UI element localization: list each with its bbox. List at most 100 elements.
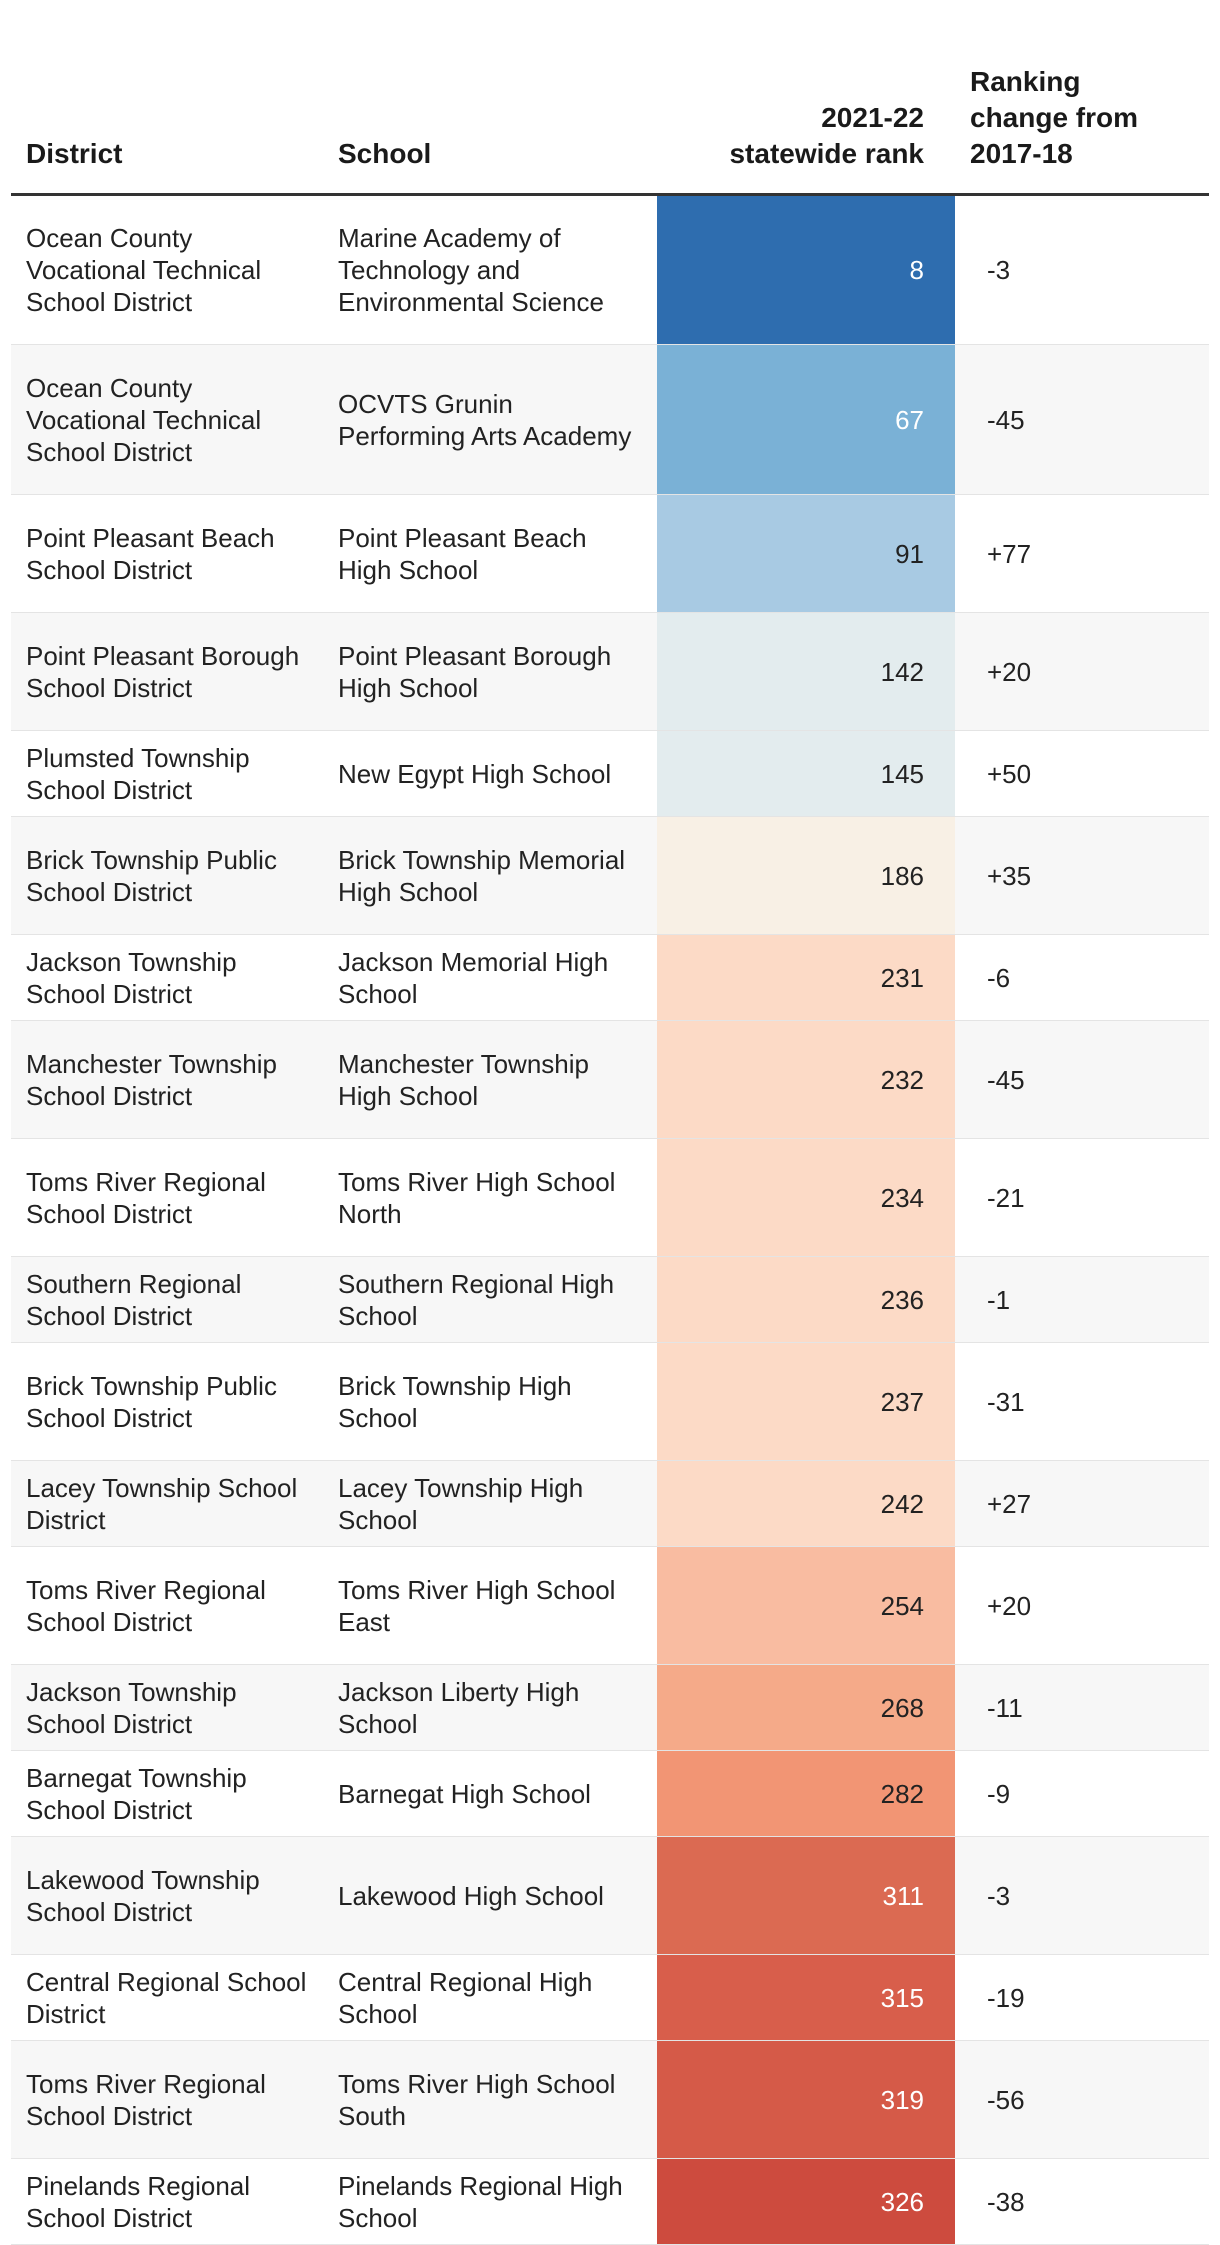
ranking-change-cell: -1 — [955, 1256, 1209, 1343]
school-cell: Toms River High School North — [323, 1138, 657, 1257]
rank-cell: 186 — [657, 816, 955, 935]
table-row: Manchester Township School District Manch… — [11, 1020, 1209, 1139]
district-cell: Jackson Township School District — [11, 934, 323, 1021]
district-cell: Toms River Regional School District — [11, 1138, 323, 1257]
rank-cell: 231 — [657, 934, 955, 1021]
district-cell: Brick Township Public School District — [11, 1342, 323, 1461]
table-row: Pinelands Regional School District Pinela… — [11, 2158, 1209, 2245]
table-row: Brick Township Public School District Bri… — [11, 1342, 1209, 1461]
rank-column-header: 2021-22 statewide rank — [657, 0, 955, 196]
ranking-change-cell: +20 — [955, 1546, 1209, 1665]
school-cell: Barnegat High School — [323, 1750, 657, 1837]
school-cell: Jackson Liberty High School — [323, 1664, 657, 1751]
rank-header-line-2: statewide rank — [729, 138, 924, 169]
rank-cell: 242 — [657, 1460, 955, 1547]
rank-cell: 282 — [657, 1750, 955, 1837]
change-header-line-2: change from — [970, 102, 1139, 133]
rank-cell: 268 — [657, 1664, 955, 1751]
ranking-change-cell: -6 — [955, 934, 1209, 1021]
header-row: District School 2021-22 statewide rank R… — [11, 0, 1209, 196]
school-cell: Brick Township Memorial High School — [323, 816, 657, 935]
ranking-change-cell: -21 — [955, 1138, 1209, 1257]
table-row: Brick Township Public School District Bri… — [11, 816, 1209, 935]
school-cell: Pinelands Regional High School — [323, 2158, 657, 2245]
change-header-line-3: 2017-18 — [970, 138, 1073, 169]
rank-cell: 254 — [657, 1546, 955, 1665]
table-row: Barnegat Township School District Barnega… — [11, 1750, 1209, 1837]
school-column-header: School — [323, 0, 657, 196]
school-cell: Southern Regional High School — [323, 1256, 657, 1343]
district-cell: Toms River Regional School District — [11, 1546, 323, 1665]
ranking-change-cell: -56 — [955, 2040, 1209, 2159]
ranking-change-cell: -11 — [955, 1664, 1209, 1751]
rank-cell: 91 — [657, 494, 955, 613]
school-cell: Manchester Township High School — [323, 1020, 657, 1139]
table-row: Ocean County Vocational Technical School… — [11, 344, 1209, 495]
district-cell: Manchester Township School District — [11, 1020, 323, 1139]
table-row: Central Regional School District Central … — [11, 1954, 1209, 2041]
ranking-change-cell: +50 — [955, 730, 1209, 817]
district-cell: Plumsted Township School District — [11, 730, 323, 817]
district-cell: Barnegat Township School District — [11, 1750, 323, 1837]
rank-cell: 232 — [657, 1020, 955, 1139]
school-cell: Marine Academy of Technology and Environ… — [323, 194, 657, 345]
school-cell: Lacey Township High School — [323, 1460, 657, 1547]
rank-cell: 234 — [657, 1138, 955, 1257]
table-row: Lacey Township School District Lacey Town… — [11, 1460, 1209, 1547]
rankings-table: District School 2021-22 statewide rank R… — [11, 0, 1209, 2245]
district-cell: Southern Regional School District — [11, 1256, 323, 1343]
rank-cell: 237 — [657, 1342, 955, 1461]
school-cell: Lakewood High School — [323, 1836, 657, 1955]
district-cell: Ocean County Vocational Technical School… — [11, 194, 323, 345]
school-cell: Point Pleasant Beach High School — [323, 494, 657, 613]
table-row: Toms River Regional School District Toms … — [11, 2040, 1209, 2159]
rank-cell: 236 — [657, 1256, 955, 1343]
school-cell: Central Regional High School — [323, 1954, 657, 2041]
ranking-change-cell: -9 — [955, 1750, 1209, 1837]
district-header-label: District — [26, 138, 123, 169]
ranking-change-cell: -45 — [955, 344, 1209, 495]
district-cell: Lacey Township School District — [11, 1460, 323, 1547]
ranking-change-cell: +27 — [955, 1460, 1209, 1547]
table-row: Point Pleasant Beach School District Poin… — [11, 494, 1209, 613]
school-cell: OCVTS Grunin Performing Arts Academy — [323, 344, 657, 495]
rank-cell: 319 — [657, 2040, 955, 2159]
district-cell: Lakewood Township School District — [11, 1836, 323, 1955]
ranking-change-cell: -45 — [955, 1020, 1209, 1139]
change-column-header: Ranking change from 2017-18 — [955, 0, 1209, 196]
ranking-change-cell: -38 — [955, 2158, 1209, 2245]
table-header: District School 2021-22 statewide rank R… — [11, 0, 1209, 196]
rank-cell: 145 — [657, 730, 955, 817]
district-cell: Jackson Township School District — [11, 1664, 323, 1751]
district-cell: Central Regional School District — [11, 1954, 323, 2041]
district-cell: Ocean County Vocational Technical School… — [11, 344, 323, 495]
school-cell: Brick Township High School — [323, 1342, 657, 1461]
table-row: Toms River Regional School District Toms … — [11, 1138, 1209, 1257]
table-row: Toms River Regional School District Toms … — [11, 1546, 1209, 1665]
school-cell: Toms River High School East — [323, 1546, 657, 1665]
rank-header-line-1: 2021-22 — [821, 102, 924, 133]
table-row: Ocean County Vocational Technical School… — [11, 194, 1209, 345]
school-cell: Toms River High School South — [323, 2040, 657, 2159]
school-cell: New Egypt High School — [323, 730, 657, 817]
table-row: Point Pleasant Borough School District Po… — [11, 612, 1209, 731]
district-cell: Point Pleasant Beach School District — [11, 494, 323, 613]
rank-cell: 311 — [657, 1836, 955, 1955]
table-row: Lakewood Township School District Lakewoo… — [11, 1836, 1209, 1955]
district-cell: Brick Township Public School District — [11, 816, 323, 935]
ranking-change-cell: +35 — [955, 816, 1209, 935]
table-row: Southern Regional School District Souther… — [11, 1256, 1209, 1343]
change-header-line-1: Ranking — [970, 66, 1081, 97]
table-row: Jackson Township School District Jackson … — [11, 934, 1209, 1021]
district-cell: Pinelands Regional School District — [11, 2158, 323, 2245]
ranking-change-cell: -3 — [955, 1836, 1209, 1955]
district-cell: Point Pleasant Borough School District — [11, 612, 323, 731]
rank-cell: 67 — [657, 344, 955, 495]
table-row: Plumsted Township School District New Egy… — [11, 730, 1209, 817]
school-cell: Jackson Memorial High School — [323, 934, 657, 1021]
rank-cell: 142 — [657, 612, 955, 731]
table-row: Jackson Township School District Jackson … — [11, 1664, 1209, 1751]
ranking-change-cell: -31 — [955, 1342, 1209, 1461]
rank-cell: 8 — [657, 194, 955, 345]
